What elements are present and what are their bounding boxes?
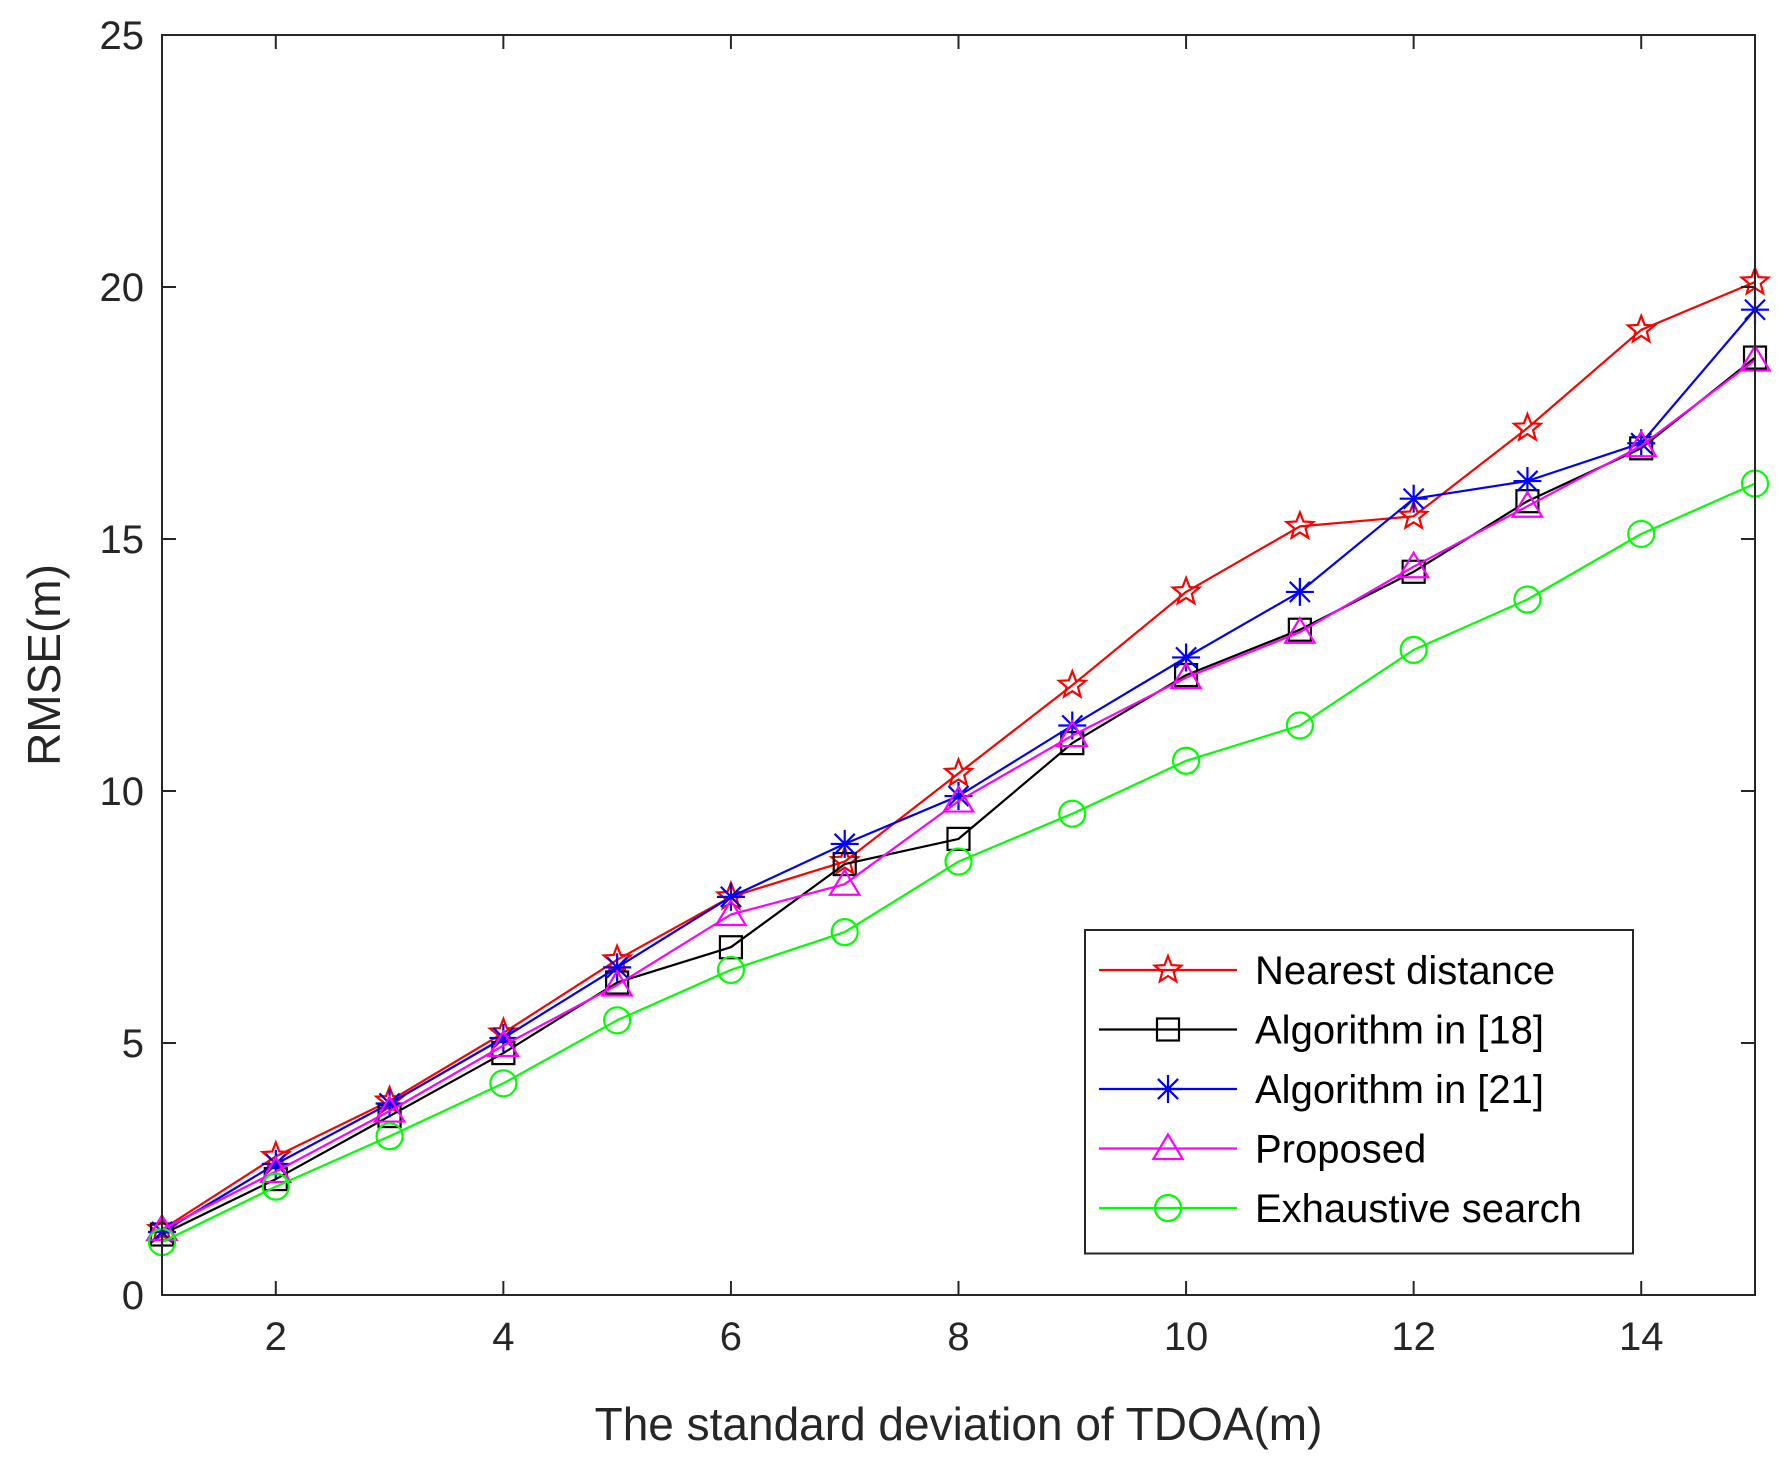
series-line-proposed [161, 359, 1756, 1231]
data-point-algorithm-in-21 [830, 829, 859, 858]
legend-entry-nearest-distance: Nearest distance [1099, 949, 1555, 993]
data-point-algorithm-in-21 [603, 953, 632, 982]
data-point-nearest-distance [1056, 668, 1089, 699]
y-tick-label: 0 [122, 1274, 144, 1318]
data-point-exhaustive-search [375, 1122, 404, 1151]
legend-entry-algorithm-in-21: Algorithm in [21] [1099, 1068, 1544, 1112]
series-line-algorithm-in-18 [161, 356, 1756, 1236]
data-point-exhaustive-search [603, 1006, 632, 1035]
data-point-proposed [486, 1029, 520, 1058]
legend-marker [1151, 952, 1185, 984]
data-point-proposed [828, 868, 862, 896]
x-tick-label: 6 [720, 1315, 742, 1359]
data-point-nearest-distance [1511, 411, 1544, 442]
legend: Nearest distance Algorithm in [18] Algorit… [1084, 929, 1634, 1255]
series-nearest-distance [145, 264, 1772, 1244]
data-point-nearest-distance [1169, 574, 1203, 606]
data-point-nearest-distance [1624, 312, 1658, 344]
legend-box [1084, 929, 1634, 1255]
series-line-nearest-distance [161, 280, 1756, 1231]
data-point-algorithm-in-21 [716, 882, 745, 911]
data-point-exhaustive-search [944, 847, 973, 876]
data-point-algorithm-in-21 [1513, 467, 1542, 496]
data-point-proposed [1510, 490, 1545, 518]
x-tick-label: 10 [1164, 1315, 1209, 1359]
data-point-proposed [1283, 616, 1317, 644]
data-point-proposed [1624, 429, 1658, 458]
legend-marker [1154, 1075, 1182, 1103]
data-point-proposed [1397, 550, 1431, 579]
data-point-proposed [1169, 661, 1203, 690]
x-axis-label: The standard deviation of TDOA(m) [595, 1398, 1323, 1450]
data-point-algorithm-in-21 [1285, 577, 1314, 606]
data-point-algorithm-in-21 [261, 1149, 290, 1178]
series-line-exhaustive-search [161, 482, 1756, 1244]
series-proposed [145, 343, 1772, 1242]
x-tick-label: 4 [492, 1315, 514, 1359]
data-point-exhaustive-search [1399, 635, 1428, 664]
legend-entry-algorithm-in-18: Algorithm in [18] [1099, 1009, 1544, 1053]
legend-label: Algorithm in [21] [1255, 1068, 1544, 1112]
data-point-algorithm-in-21 [944, 782, 973, 811]
data-point-exhaustive-search [716, 955, 746, 985]
data-point-exhaustive-search [1171, 746, 1201, 775]
axes-layer: 2 4 6 8 10 12 14 0 5 10 15 20 25 [100, 14, 1756, 1359]
legend-entry-proposed: Proposed [1099, 1128, 1426, 1172]
legend-label: Algorithm in [18] [1255, 1009, 1544, 1053]
data-point-algorithm-in-18 [718, 935, 744, 960]
legend-marker [1153, 1193, 1183, 1223]
data-point-proposed [1055, 719, 1089, 748]
data-point-proposed [941, 784, 976, 813]
legend-marker [1151, 1132, 1185, 1161]
series-exhaustive-search [147, 469, 1770, 1257]
y-tick-label: 25 [100, 14, 145, 58]
data-point-algorithm-in-21 [489, 1023, 518, 1052]
data-point-algorithm-in-21 [1058, 711, 1087, 740]
data-point-algorithm-in-21 [375, 1089, 404, 1118]
y-tick-label: 20 [100, 266, 145, 310]
x-tick-label: 14 [1619, 1315, 1664, 1359]
y-axis-label: RMSE(m) [18, 564, 70, 766]
data-point-proposed [372, 1094, 407, 1123]
legend-label: Exhaustive search [1255, 1187, 1582, 1231]
y-tick-label: 5 [122, 1022, 144, 1066]
data-point-exhaustive-search [1058, 799, 1087, 828]
data-point-exhaustive-search [489, 1069, 518, 1098]
legend-marker [1155, 1017, 1181, 1042]
data-point-algorithm-in-21 [1627, 429, 1656, 458]
series-layer [145, 264, 1772, 1257]
x-tick-label: 12 [1391, 1315, 1436, 1359]
data-point-exhaustive-search [1285, 711, 1314, 740]
legend-entry-exhaustive-search: Exhaustive search [1099, 1187, 1582, 1231]
data-point-proposed [259, 1155, 293, 1184]
x-tick-label: 2 [265, 1315, 287, 1359]
data-point-proposed [600, 968, 634, 997]
data-point-nearest-distance [1283, 509, 1317, 541]
data-point-nearest-distance [1397, 499, 1430, 531]
data-point-algorithm-in-21 [1172, 643, 1201, 672]
data-point-exhaustive-search [261, 1172, 290, 1201]
data-point-nearest-distance [942, 756, 975, 788]
data-point-exhaustive-search [1627, 519, 1656, 549]
data-point-proposed [714, 898, 748, 927]
data-point-algorithm-in-18 [946, 826, 971, 851]
y-tick-label: 15 [100, 518, 145, 562]
legend-label: Proposed [1255, 1128, 1426, 1172]
y-tick-label: 10 [100, 770, 145, 814]
data-point-exhaustive-search [830, 918, 859, 947]
x-tick-label: 8 [947, 1315, 969, 1359]
data-point-algorithm-in-21 [1399, 484, 1428, 513]
data-point-exhaustive-search [1513, 585, 1542, 614]
legend-label: Nearest distance [1255, 949, 1555, 993]
